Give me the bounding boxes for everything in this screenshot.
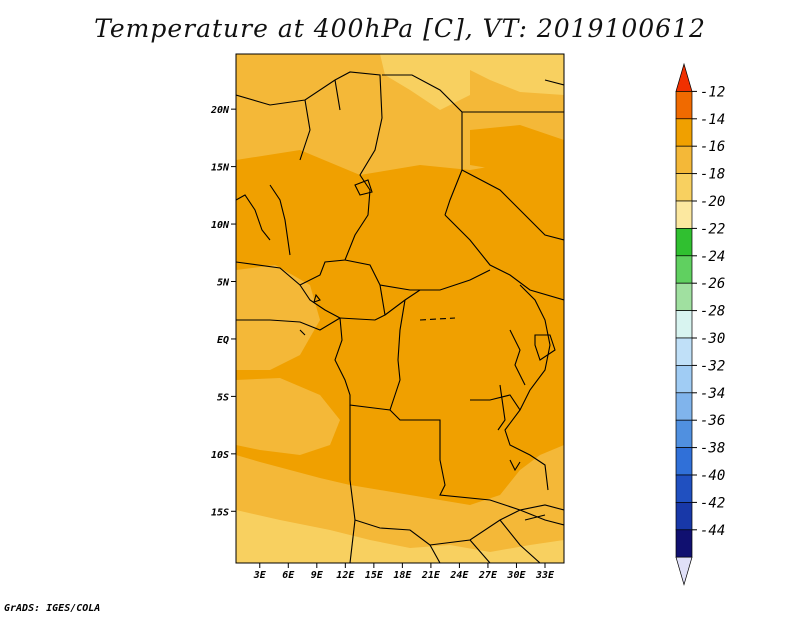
lon-tick-label: 18E: [393, 570, 412, 581]
field-band--20-northeast: [470, 54, 564, 95]
colorbar-segment: [675, 392, 693, 421]
lon-tick-label: 3E: [253, 570, 267, 581]
colorbar-segment: [675, 173, 693, 202]
colorbar-top-triangle: [675, 62, 693, 92]
colorbar-label: -20: [700, 194, 725, 210]
colorbar-segment: [675, 365, 693, 394]
colorbar-segment: [675, 228, 693, 257]
lon-tick-label: 12E: [336, 570, 355, 581]
lat-tick-label: 15S: [211, 507, 229, 518]
colorbar-segment: [675, 310, 693, 339]
colorbar-label: -12: [700, 84, 725, 100]
colorbar-bottom-triangle: [675, 556, 693, 586]
colorbar-segment: [675, 200, 693, 229]
longitude-axis: 3E 6E 9E 12E 15E 18E 21E 24E 27E 30E 33E: [253, 563, 555, 581]
map-frame: [235, 53, 565, 564]
colorbar-label: -16: [700, 139, 725, 155]
colorbar-segment: [675, 337, 693, 366]
lat-tick-label: 5N: [217, 277, 230, 288]
colorbar-segment: [675, 502, 693, 531]
colorbar-segment: [675, 91, 693, 120]
colorbar-label: -22: [700, 221, 725, 237]
colorbar-label: -36: [700, 413, 725, 429]
colorbar-label: -30: [700, 331, 725, 347]
lon-tick-label: 30E: [506, 570, 526, 581]
field-band--16-east: [470, 125, 564, 190]
field-band--20-south: [236, 510, 564, 563]
colorbar-segment: [675, 255, 693, 284]
lon-tick-label: 33E: [535, 570, 555, 581]
lat-tick-label: 20N: [210, 105, 230, 116]
colorbar-segment: [675, 118, 693, 147]
colorbar-label: -18: [700, 167, 725, 183]
field-band--18-southwest: [236, 378, 340, 455]
colorbar-segment: [675, 419, 693, 448]
temperature-field: [236, 54, 564, 563]
colorbar-label: -14: [700, 112, 725, 128]
colorbar-label: -32: [700, 358, 725, 374]
lat-tick-label: 5S: [217, 392, 229, 403]
colorbar-label: -40: [700, 468, 725, 484]
colorbar-segment: [675, 145, 693, 174]
lon-tick-label: 27E: [478, 570, 498, 581]
colorbar-label: -24: [700, 249, 725, 265]
colorbar-segment: [675, 447, 693, 476]
colorbar-segment: [675, 474, 693, 503]
latitude-axis: 20N 15N 10N 5N EQ 5S 10S 15S: [210, 105, 236, 518]
colorbar-segment: [675, 282, 693, 311]
colorbar-label: -26: [700, 276, 725, 292]
colorbar-segment: [675, 529, 693, 558]
colorbar-label: -38: [700, 441, 725, 457]
lon-tick-label: 24E: [449, 570, 469, 581]
colorbar-label: -34: [700, 386, 725, 402]
lon-tick-label: 15E: [365, 570, 384, 581]
colorbar-label: -42: [700, 495, 725, 511]
field-band--18-west: [236, 265, 320, 370]
colorbar-label: -44: [700, 523, 725, 539]
lat-tick-label: 15N: [211, 163, 230, 174]
lon-tick-label: 21E: [421, 570, 441, 581]
colorbar-label: -28: [700, 304, 725, 320]
country-borders: [236, 71, 564, 563]
colorbar: -12 -14 -16 -18 -20 -22 -24 -26 -28 -30 -32 -34 -36 -…: [675, 62, 725, 586]
lat-tick-label: 10S: [211, 450, 229, 461]
lat-tick-label: 10N: [211, 220, 230, 231]
lon-tick-label: 9E: [311, 570, 324, 581]
map-title: Temperature at 400hPa [C], VT: 201910061…: [94, 14, 706, 43]
grads-credit: GrADS: IGES/COLA: [4, 603, 101, 614]
lat-tick-label: EQ: [217, 335, 229, 346]
lon-tick-label: 6E: [282, 570, 295, 581]
